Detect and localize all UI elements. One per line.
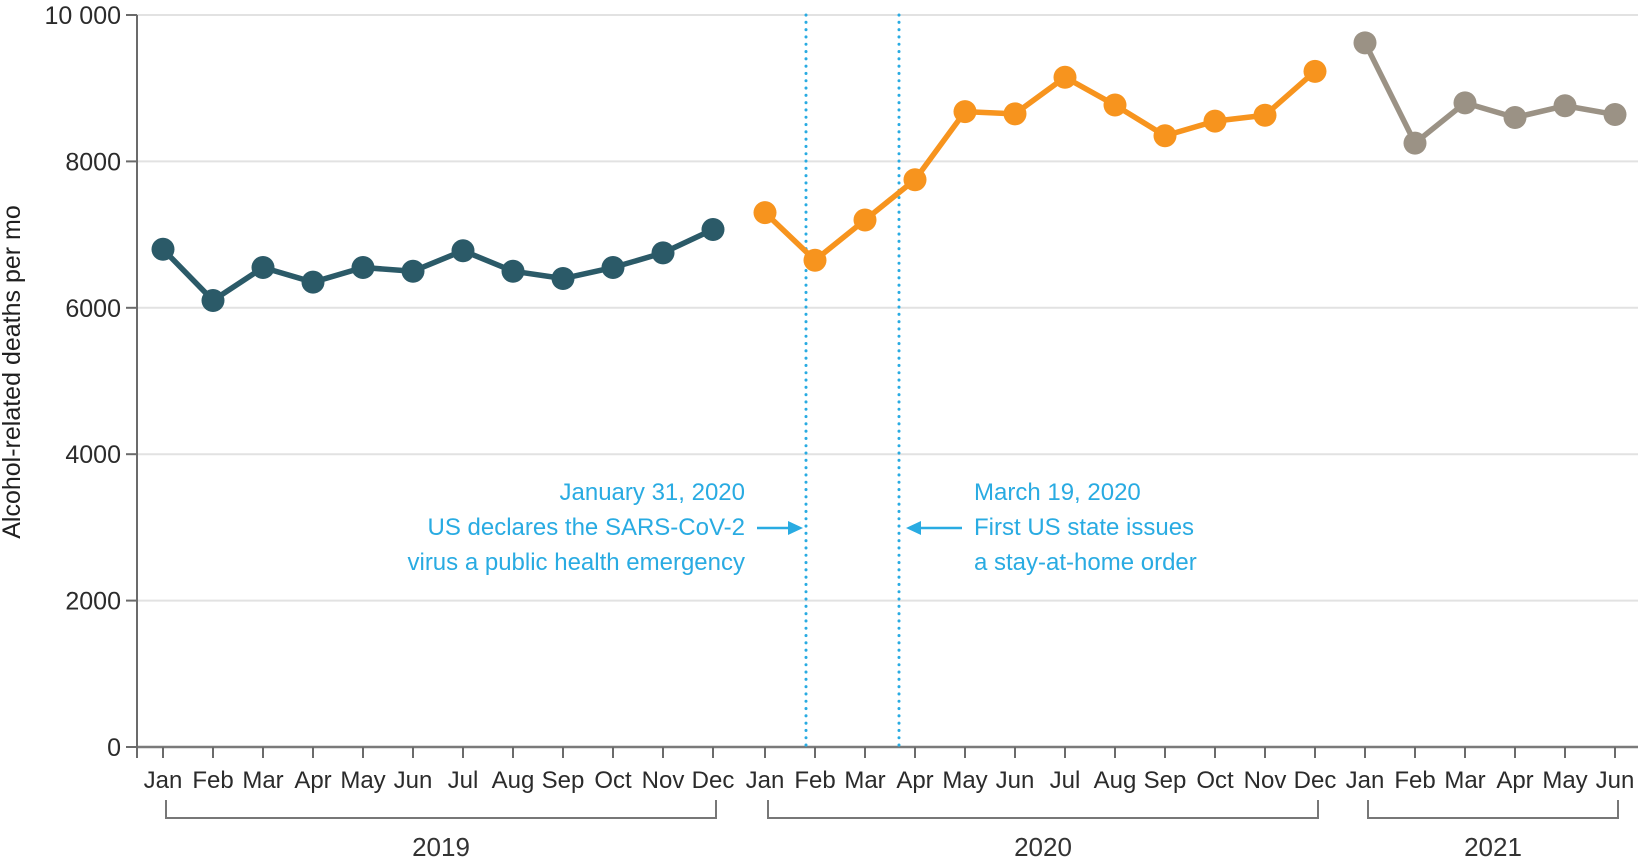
data-point-2019-Dec — [701, 217, 725, 241]
data-point-2019-May — [351, 256, 375, 280]
y-tick-label: 2000 — [65, 588, 121, 616]
month-label: Jan — [144, 767, 183, 794]
month-label: Apr — [1496, 767, 1533, 794]
data-point-2020-Mar — [853, 208, 877, 232]
month-label: Jun — [1596, 767, 1635, 794]
y-tick-label: 4000 — [65, 441, 121, 469]
month-label: Oct — [1196, 767, 1234, 794]
data-point-2021-Jan — [1353, 31, 1377, 55]
y-axis-title: Alcohol-related deaths per mo — [0, 205, 26, 539]
month-label: Jan — [1346, 767, 1385, 794]
month-label: May — [1542, 767, 1587, 794]
month-label: Nov — [642, 767, 685, 794]
y-tick-label: 8000 — [65, 148, 121, 176]
month-label: Mar — [242, 767, 283, 794]
data-point-2020-Sep — [1153, 124, 1177, 148]
data-point-2021-Jun — [1603, 103, 1627, 127]
annotation-jan31-line: virus a public health emergency — [407, 549, 745, 576]
data-point-2019-Oct — [601, 256, 625, 280]
data-point-2020-Aug — [1103, 93, 1127, 117]
data-point-2019-Jan — [151, 237, 175, 261]
data-point-2020-Nov — [1253, 103, 1277, 127]
data-point-2020-Jun — [1003, 102, 1027, 126]
data-point-2021-May — [1553, 94, 1577, 118]
month-label: Sep — [542, 767, 585, 794]
y-tick-label: 10 000 — [45, 2, 121, 30]
data-point-2020-May — [953, 100, 977, 124]
month-label: Dec — [692, 767, 735, 794]
arrow-head-right-icon — [788, 521, 803, 535]
data-point-2019-Nov — [651, 241, 675, 265]
month-label: Feb — [1394, 767, 1435, 794]
month-label: Sep — [1144, 767, 1187, 794]
series-line-2019 — [160, 226, 716, 304]
annotation-mar19-line: a stay-at-home order — [974, 549, 1197, 576]
month-label: Apr — [896, 767, 933, 794]
month-label: Feb — [794, 767, 835, 794]
data-point-2019-Mar — [251, 256, 275, 280]
data-point-2019-Jun — [401, 259, 425, 283]
year-bracket-2020 — [767, 800, 1319, 819]
data-point-2019-Sep — [551, 267, 575, 291]
month-label: Aug — [492, 767, 535, 794]
month-label: Aug — [1094, 767, 1137, 794]
data-point-2019-Jul — [451, 239, 475, 263]
data-point-2019-Feb — [201, 288, 225, 312]
month-label: Feb — [192, 767, 233, 794]
data-point-2021-Mar — [1453, 91, 1477, 115]
data-point-2020-Apr — [903, 168, 927, 192]
month-label: Jan — [746, 767, 785, 794]
month-label: Mar — [1444, 767, 1485, 794]
month-label: May — [340, 767, 385, 794]
data-point-2020-Dec — [1303, 59, 1327, 83]
annotation-mar19-line: First US state issues — [974, 514, 1194, 541]
month-label: Oct — [594, 767, 632, 794]
month-label: May — [942, 767, 987, 794]
data-point-2020-Jul — [1053, 65, 1077, 89]
data-point-2020-Jan — [753, 201, 777, 225]
series-line-2020 — [762, 68, 1318, 263]
month-label: Apr — [294, 767, 331, 794]
data-point-2020-Feb — [803, 248, 827, 272]
arrow-head-left-icon — [906, 521, 921, 535]
annotation-mar19-line: March 19, 2020 — [974, 479, 1141, 506]
year-label-2020: 2020 — [1014, 832, 1072, 861]
data-point-2020-Oct — [1203, 109, 1227, 133]
month-label: Mar — [844, 767, 885, 794]
year-label-2019: 2019 — [412, 832, 470, 861]
year-bracket-2019 — [165, 800, 717, 819]
data-point-2019-Apr — [301, 270, 325, 294]
month-label: Nov — [1244, 767, 1287, 794]
year-bracket-2021 — [1367, 800, 1619, 819]
month-label: Jul — [1050, 767, 1081, 794]
annotation-jan31-line: January 31, 2020 — [560, 479, 745, 506]
month-label: Jun — [394, 767, 433, 794]
month-label: Jul — [448, 767, 479, 794]
y-tick-label: 6000 — [65, 295, 121, 323]
series-line-2021 — [1362, 40, 1618, 146]
annotation-jan31-line: US declares the SARS-CoV-2 — [428, 514, 745, 541]
year-label-2021: 2021 — [1464, 832, 1522, 861]
month-label: Jun — [996, 767, 1035, 794]
month-label: Dec — [1294, 767, 1337, 794]
data-point-2021-Feb — [1403, 131, 1427, 155]
data-point-2021-Apr — [1503, 105, 1527, 129]
y-tick-label: 0 — [107, 734, 121, 762]
data-point-2019-Aug — [501, 259, 525, 283]
